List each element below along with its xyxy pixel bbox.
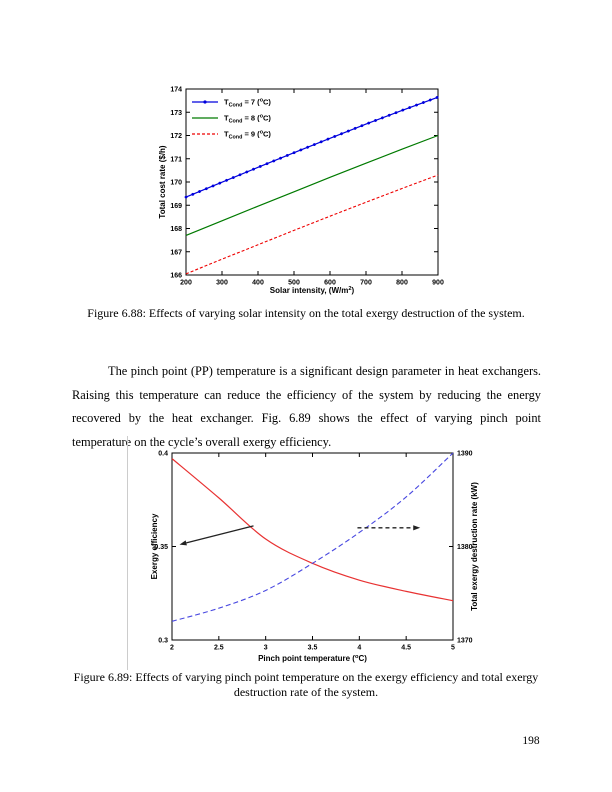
- svg-text:400: 400: [252, 280, 264, 287]
- svg-text:1370: 1370: [457, 638, 473, 645]
- svg-text:3: 3: [264, 645, 268, 652]
- svg-text:800: 800: [396, 280, 408, 287]
- svg-text:600: 600: [324, 280, 336, 287]
- series-1: [185, 134, 439, 237]
- figure-689-image-left-edge: [127, 436, 128, 670]
- svg-text:174: 174: [170, 87, 182, 94]
- series-2: [185, 174, 439, 275]
- svg-text:169: 169: [170, 203, 182, 210]
- svg-text:0.4: 0.4: [158, 451, 168, 458]
- svg-text:171: 171: [170, 156, 182, 163]
- figure-689-chart: 2 2.5 3 3.5 4 4.5 5 0.3 0.35 0.4 1370 1380 1390 Pinch…: [150, 451, 479, 664]
- svg-text:300: 300: [216, 280, 228, 287]
- svg-text:0.3: 0.3: [158, 638, 168, 645]
- annotation-arrow: [357, 525, 421, 531]
- page-number: 198: [522, 735, 540, 747]
- y-axis-label-right: Total exergy destruction rate (kW): [470, 482, 479, 611]
- axis-ticks: 2 2.5 3 3.5 4 4.5 5 0.3 0.35 0.4 1370 1380 1390: [154, 451, 472, 652]
- svg-text:4: 4: [357, 645, 361, 652]
- legend-item-1: TCond = 8 (oC): [192, 114, 271, 125]
- axis-ticks: 200 300 400 500 600 700 800 900 166 167 168 169 170 1…: [170, 87, 444, 287]
- x-axis-label: Pinch point temperature (oC): [258, 654, 367, 663]
- svg-text:168: 168: [170, 226, 182, 233]
- svg-text:1380: 1380: [457, 544, 473, 551]
- svg-text:170: 170: [170, 180, 182, 187]
- svg-text:5: 5: [451, 645, 455, 652]
- svg-text:700: 700: [360, 280, 372, 287]
- svg-text:1390: 1390: [457, 451, 473, 458]
- figure-688-caption: Figure 6.88: Effects of varying solar in…: [87, 306, 525, 320]
- annotation-arrow: [179, 525, 254, 546]
- svg-text:500: 500: [288, 280, 300, 287]
- plot-area: [185, 88, 439, 276]
- svg-text:TCond = 7 (oC): TCond = 7 (oC): [224, 98, 271, 109]
- svg-text:2.5: 2.5: [214, 645, 224, 652]
- svg-text:200: 200: [180, 280, 192, 287]
- series-1: [171, 452, 454, 622]
- svg-text:TCond = 9 (oC): TCond = 9 (oC): [224, 130, 271, 141]
- y-axis-label-left: Exergy efficiency: [150, 513, 159, 579]
- legend-item-0: TCond = 7 (oC): [192, 98, 271, 109]
- figure-689-caption-line1: Figure 6.89: Effects of varying pinch po…: [73, 670, 539, 684]
- svg-text:3.5: 3.5: [308, 645, 318, 652]
- svg-text:TCond = 8 (oC): TCond = 8 (oC): [224, 114, 271, 125]
- svg-text:172: 172: [170, 133, 182, 140]
- svg-text:0.35: 0.35: [154, 544, 168, 551]
- plot-area: [171, 452, 454, 641]
- svg-text:173: 173: [170, 110, 182, 117]
- series-0: [184, 95, 440, 199]
- figure-689-caption-line2: destruction rate of the system.: [233, 685, 379, 699]
- svg-text:4.5: 4.5: [401, 645, 411, 652]
- figure-689-caption: Figure 6.89: Effects of varying pinch po…: [72, 670, 540, 700]
- x-axis-label: Solar intensity, (W/m2): [270, 286, 355, 295]
- y-axis-label: Total cost rate ($/h): [158, 145, 167, 219]
- legend-item-2: TCond = 9 (oC): [192, 130, 271, 141]
- svg-text:167: 167: [170, 249, 182, 256]
- svg-text:166: 166: [170, 273, 182, 280]
- svg-text:900: 900: [432, 280, 444, 287]
- legend: TCond = 7 (oC) TCond = 8 (oC) TCond = 9 (o…: [192, 98, 271, 141]
- body-paragraph: The pinch point (PP) temperature is a si…: [72, 364, 541, 449]
- svg-text:2: 2: [170, 645, 174, 652]
- figure-688-chart: 200 300 400 500 600 700 800 900 166 167 168 169 170 1…: [158, 87, 444, 296]
